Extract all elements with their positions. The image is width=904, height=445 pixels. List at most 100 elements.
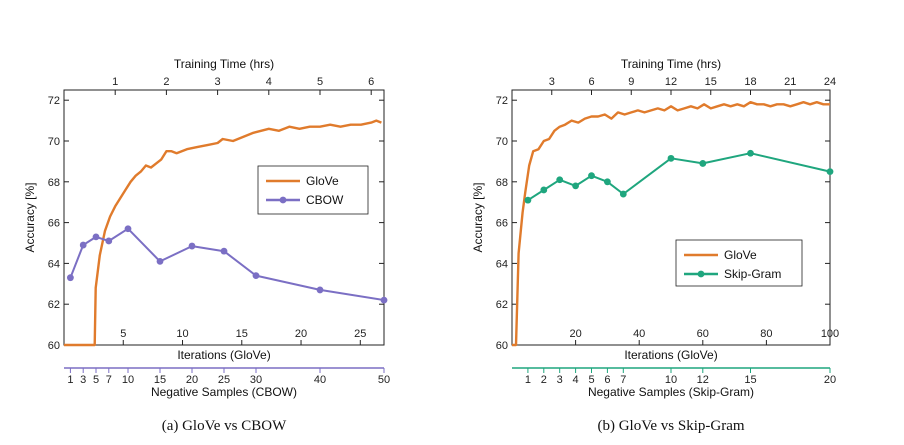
ns-tick-label: 12 bbox=[697, 374, 709, 386]
top-tick-label: 24 bbox=[824, 76, 836, 88]
y-tick-label: 66 bbox=[48, 218, 60, 230]
data-point-cbow bbox=[79, 241, 87, 249]
y-tick-label: 62 bbox=[496, 299, 508, 311]
ns-tick-label: 2 bbox=[541, 374, 547, 386]
ns-tick-label: 7 bbox=[106, 374, 112, 386]
ns-tick-label: 30 bbox=[250, 374, 262, 386]
ns-tick-label: 50 bbox=[378, 374, 390, 386]
data-point-cbow bbox=[188, 242, 196, 250]
ns-tick-label: 15 bbox=[154, 374, 166, 386]
y-tick-label: 60 bbox=[496, 340, 508, 352]
data-point-skip-gram bbox=[667, 154, 675, 162]
top-tick-label: 15 bbox=[705, 76, 717, 88]
y-tick-label: 64 bbox=[496, 258, 508, 270]
y-tick-label: 68 bbox=[48, 177, 60, 189]
ns-tick-label: 3 bbox=[80, 374, 86, 386]
top-tick-label: 3 bbox=[215, 76, 221, 88]
iter-tick-label: 80 bbox=[760, 328, 772, 340]
chart-panel-1: 60 62 64 66 68 70 72 Accuracy [%] 1 2 3 4 5 6 Training… bbox=[23, 57, 390, 434]
data-point-cbow bbox=[156, 257, 164, 265]
data-point-skip-gram bbox=[572, 182, 579, 190]
top-tick-label: 6 bbox=[588, 76, 594, 88]
top-tick-label: 12 bbox=[665, 76, 677, 88]
legend-box bbox=[257, 165, 369, 215]
legend-box bbox=[675, 239, 803, 287]
plot-frame bbox=[511, 89, 831, 346]
figure-caption: (b) GloVe vs Skip-Gram bbox=[597, 418, 744, 434]
iter-tick-label: 10 bbox=[176, 328, 188, 340]
legend-label: GloVe bbox=[306, 174, 339, 188]
legend-label: Skip-Gram bbox=[724, 267, 781, 281]
top-axis-label: Training Time (hrs) bbox=[174, 57, 274, 71]
top-tick-label: 21 bbox=[784, 76, 796, 88]
top-axis-label: Training Time (hrs) bbox=[621, 57, 721, 71]
ns-tick-label: 1 bbox=[525, 374, 531, 386]
data-point-skip-gram bbox=[588, 172, 595, 180]
y-tick-label: 72 bbox=[496, 95, 508, 107]
ns-tick-label: 20 bbox=[824, 374, 836, 386]
ns-tick-label: 5 bbox=[93, 374, 99, 386]
plot-frame bbox=[63, 89, 385, 346]
data-point-skip-gram bbox=[556, 176, 564, 184]
y-tick-label: 64 bbox=[48, 258, 60, 270]
ns-tick-label: 40 bbox=[314, 374, 326, 386]
legend-label: CBOW bbox=[306, 193, 344, 207]
iter-tick-label: 60 bbox=[697, 328, 709, 340]
data-point-cbow bbox=[316, 286, 324, 294]
top-tick-label: 3 bbox=[549, 76, 555, 88]
iter-tick-label: 40 bbox=[633, 328, 645, 340]
ns-tick-label: 25 bbox=[218, 374, 230, 386]
iter-axis-label: Iterations (GloVe) bbox=[177, 348, 270, 362]
iter-tick-label: 25 bbox=[354, 328, 366, 340]
top-tick-label: 5 bbox=[317, 76, 323, 88]
data-point-skip-gram bbox=[524, 196, 532, 204]
series-line-cbow bbox=[69, 227, 385, 302]
ns-tick-label: 3 bbox=[557, 374, 563, 386]
data-point-cbow bbox=[92, 233, 100, 241]
ns-tick-label: 4 bbox=[573, 374, 579, 386]
series-line-glove bbox=[64, 119, 382, 347]
y-axis-label: Accuracy [%] bbox=[471, 182, 485, 252]
figure-caption: (a) GloVe vs CBOW bbox=[162, 418, 287, 434]
top-tick-label: 4 bbox=[266, 76, 272, 88]
ns-axis-label: Negative Samples (Skip-Gram) bbox=[588, 385, 754, 399]
iter-tick-label: 15 bbox=[236, 328, 248, 340]
top-tick-label: 6 bbox=[368, 76, 374, 88]
data-point-cbow bbox=[380, 296, 388, 304]
ns-tick-label: 10 bbox=[122, 374, 134, 386]
ns-axis-label: Negative Samples (CBOW) bbox=[151, 385, 297, 399]
y-tick-label: 72 bbox=[48, 95, 60, 107]
data-point-skip-gram bbox=[540, 186, 548, 194]
iter-tick-label: 100 bbox=[821, 328, 839, 340]
data-point-cbow bbox=[105, 237, 113, 245]
legend-marker bbox=[279, 196, 287, 204]
data-point-cbow bbox=[67, 274, 74, 282]
data-point-cbow bbox=[124, 225, 132, 233]
y-tick-label: 70 bbox=[48, 136, 60, 148]
data-point-cbow bbox=[220, 247, 228, 255]
data-point-skip-gram bbox=[604, 178, 611, 186]
data-point-skip-gram bbox=[826, 168, 834, 176]
y-tick-label: 68 bbox=[496, 177, 508, 189]
series-line-glove bbox=[512, 100, 830, 347]
iter-tick-label: 20 bbox=[569, 328, 581, 340]
iter-axis-label: Iterations (GloVe) bbox=[624, 348, 717, 362]
top-tick-label: 2 bbox=[163, 76, 169, 88]
y-tick-label: 70 bbox=[496, 136, 508, 148]
y-tick-label: 62 bbox=[48, 299, 60, 311]
legend-marker bbox=[697, 270, 705, 278]
y-tick-label: 60 bbox=[48, 340, 60, 352]
ns-tick-label: 1 bbox=[67, 374, 73, 386]
ns-tick-label: 10 bbox=[665, 374, 677, 386]
series-line-skip-gram bbox=[527, 152, 831, 202]
y-tick-label: 66 bbox=[496, 218, 508, 230]
top-tick-label: 18 bbox=[744, 76, 756, 88]
ns-tick-label: 7 bbox=[620, 374, 626, 386]
data-point-skip-gram bbox=[747, 149, 754, 157]
data-point-skip-gram bbox=[619, 190, 627, 198]
data-point-cbow bbox=[252, 272, 260, 280]
ns-tick-label: 5 bbox=[588, 374, 594, 386]
top-tick-label: 1 bbox=[112, 76, 118, 88]
